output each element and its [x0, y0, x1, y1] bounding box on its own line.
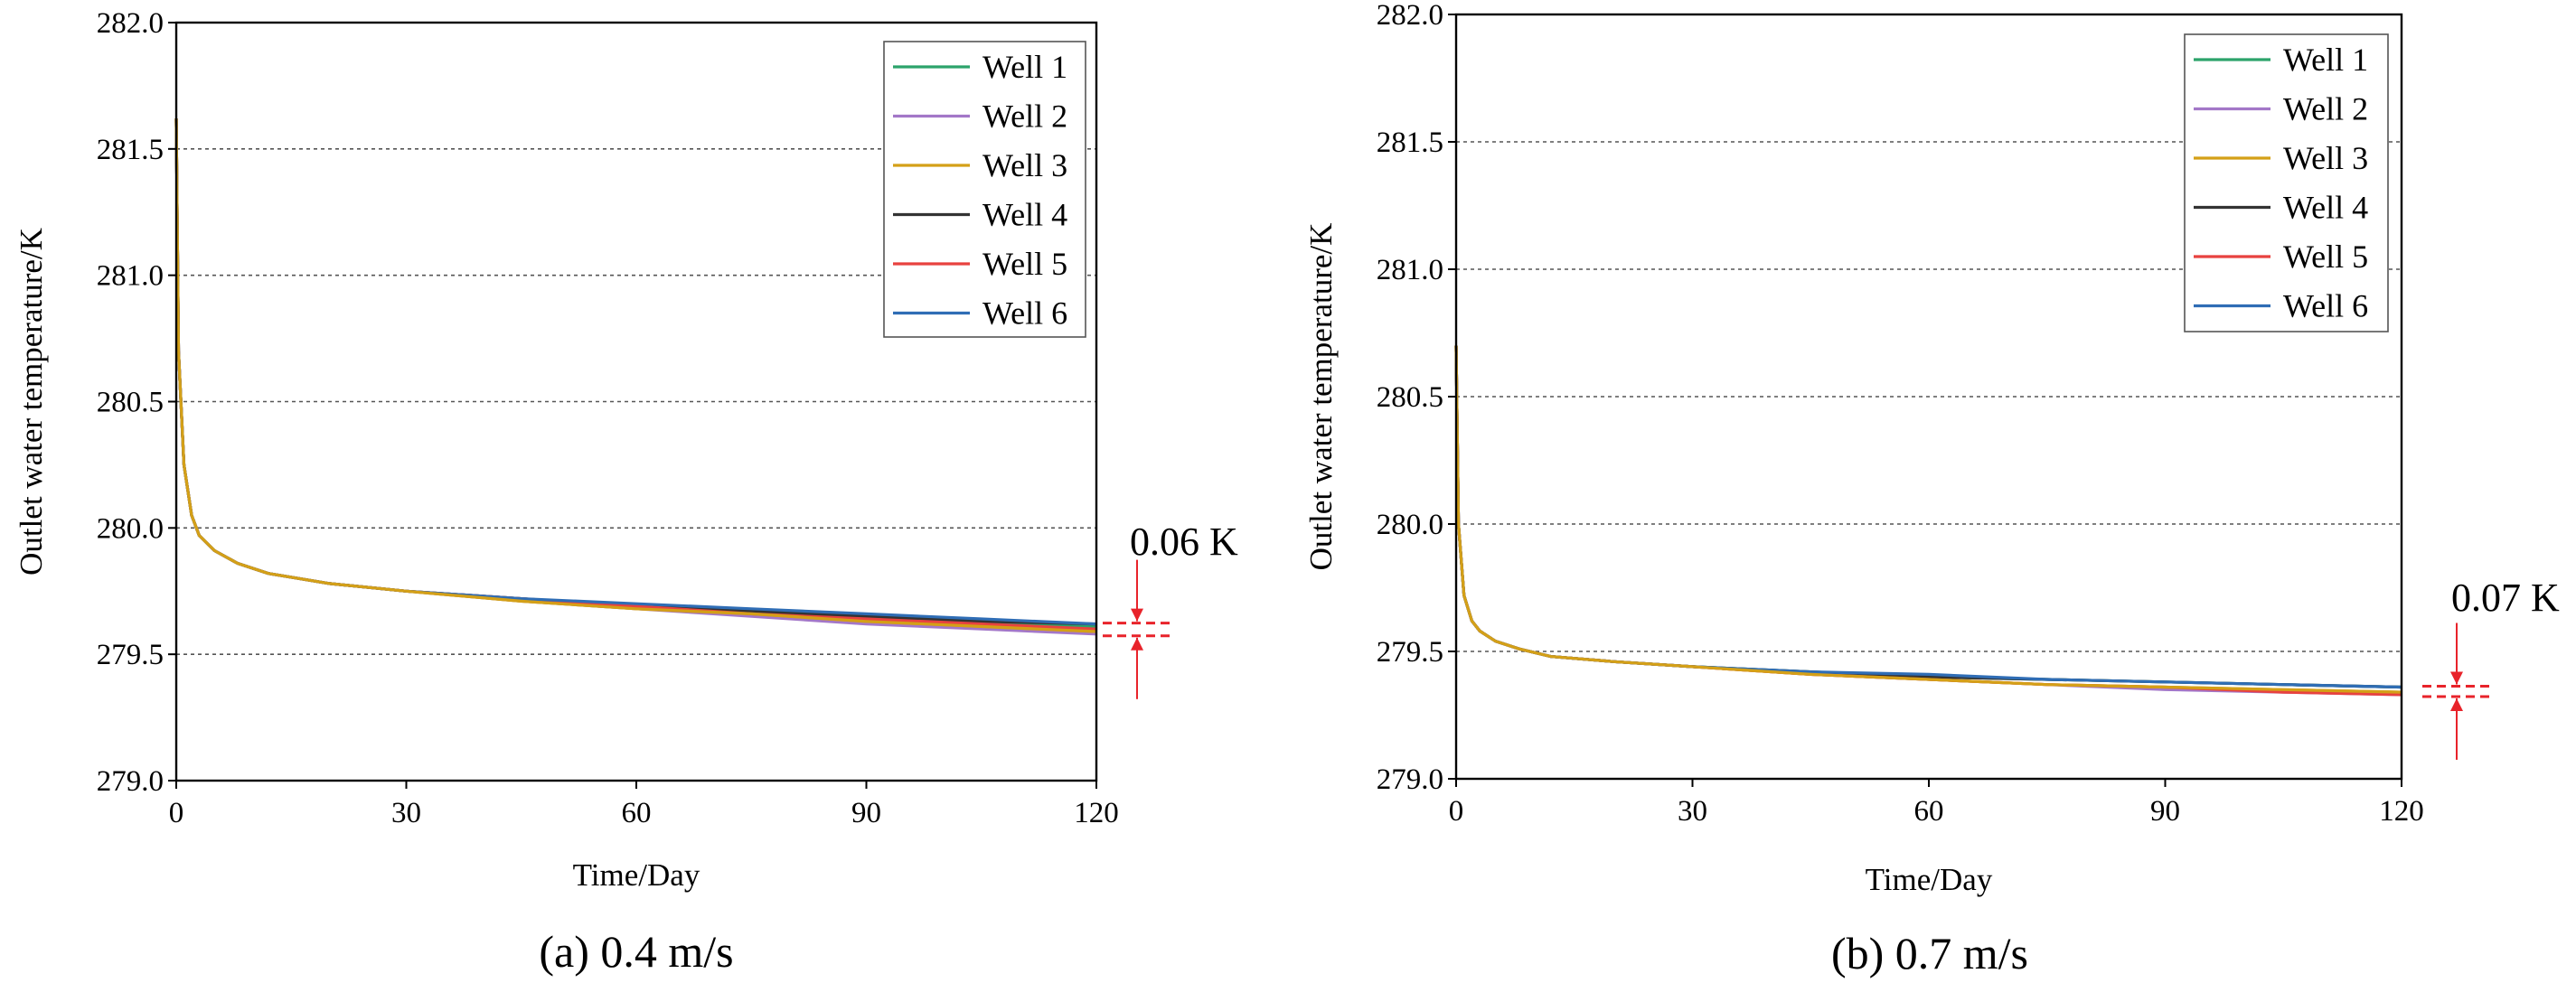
y-tick-label: 280.0 [1377, 509, 1443, 541]
x-tick-label: 120 [2379, 795, 2424, 828]
legend-box [883, 41, 1086, 338]
legend-label-4: Well 4 [2283, 190, 2368, 226]
panel-caption: (b) 0.7 m/s [1831, 928, 2028, 978]
panel-a: 279.0 279.5 280.0 280.5 281.0 281.5 282.0 0 30 60… [14, 7, 1238, 977]
legend-label-4: Well 4 [982, 197, 1067, 233]
y-tick-label: 280.5 [97, 387, 164, 419]
x-tick-label: 90 [851, 797, 881, 829]
x-tick-label: 0 [1449, 795, 1464, 828]
x-tick-label: 30 [1678, 795, 1707, 828]
y-tick-label: 279.0 [1377, 763, 1443, 796]
x-tick-label: 60 [622, 797, 652, 829]
y-tick-label: 282.0 [97, 7, 164, 40]
y-axis-label: Outlet water temperature/K [1303, 223, 1339, 571]
y-tick-label: 281.0 [97, 260, 164, 293]
y-tick-label: 279.0 [97, 765, 164, 798]
arrow-down-head [2450, 671, 2463, 685]
series-line-3-top [174, 118, 1097, 633]
legend-label-6: Well 6 [982, 295, 1067, 332]
panel-caption: (a) 0.4 m/s [539, 926, 733, 977]
y-tick-label: 281.5 [97, 134, 164, 166]
y-tick-label: 279.5 [97, 639, 164, 671]
difference-annotation: 0.06 K [1130, 520, 1238, 564]
legend-label-2: Well 2 [2283, 91, 2368, 127]
difference-annotation: 0.07 K [2451, 576, 2560, 620]
arrow-up-head [2450, 697, 2463, 711]
legend-label-5: Well 5 [982, 246, 1067, 282]
y-tick-label: 280.0 [97, 512, 164, 545]
arrow-down-head [1131, 608, 1143, 622]
legend-label-1: Well 1 [982, 49, 1067, 85]
legend-label-3: Well 3 [2283, 140, 2368, 176]
y-tick-label: 280.5 [1377, 381, 1443, 414]
x-tick-label: 90 [2150, 795, 2180, 828]
x-tick-label: 30 [391, 797, 421, 829]
legend-box [2184, 33, 2389, 332]
legend-label-3: Well 3 [982, 147, 1067, 183]
y-axis-label: Outlet water temperature/K [14, 228, 49, 576]
legend-label-1: Well 1 [2283, 42, 2368, 78]
x-axis-label: Time/Day [1866, 862, 1993, 897]
legend-label-5: Well 5 [2283, 239, 2368, 275]
legend-label-6: Well 6 [2283, 288, 2368, 324]
panel-b: 279.0 279.5 280.0 280.5 281.0 281.5 282.0 0 30 60… [1303, 0, 2560, 978]
x-tick-label: 0 [169, 797, 184, 829]
x-tick-label: 60 [1914, 795, 1944, 828]
y-tick-label: 279.5 [1377, 636, 1443, 669]
x-axis-label: Time/Day [573, 857, 700, 893]
series-line-3-top [1454, 345, 2402, 694]
arrow-up-head [1131, 637, 1143, 651]
y-tick-label: 281.0 [1377, 254, 1443, 286]
x-tick-label: 120 [1074, 797, 1119, 829]
y-tick-label: 282.0 [1377, 0, 1443, 32]
legend-label-2: Well 2 [982, 98, 1067, 135]
y-tick-label: 281.5 [1377, 126, 1443, 159]
